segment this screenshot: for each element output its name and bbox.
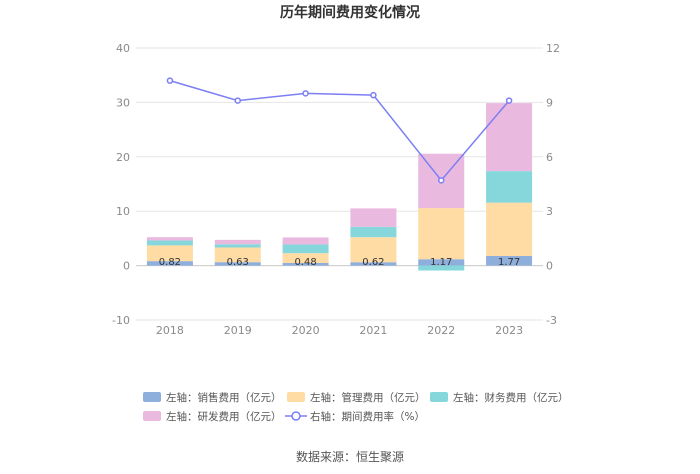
bar-segment-2 xyxy=(146,245,193,262)
data-label: 0.62 xyxy=(362,257,384,268)
x-tick-label: 2022 xyxy=(427,324,455,337)
grid-lines xyxy=(136,47,543,321)
bar-segment-1 xyxy=(486,255,533,266)
left-axis: -10 0 10 20 30 40 xyxy=(112,42,130,327)
bar-segment-2 xyxy=(486,202,533,256)
right-tick-label: 9 xyxy=(546,96,553,109)
bar-segment-3 xyxy=(486,171,533,203)
rate-point xyxy=(438,177,445,184)
data-labels: 0.82 0.63 0.48 0.62 1.17 1.77 xyxy=(159,257,520,268)
x-tick-label: 2019 xyxy=(224,324,252,337)
chart-title: 历年期间费用变化情况 xyxy=(280,4,420,21)
bar-segment-4 xyxy=(146,237,193,241)
rate-line-path xyxy=(169,79,510,182)
legend-swatch xyxy=(430,392,448,402)
rate-point xyxy=(505,97,513,104)
bar-segment-3 xyxy=(350,226,397,238)
data-label: 1.77 xyxy=(498,257,520,268)
rate-point xyxy=(302,90,309,97)
bar-segment-1 xyxy=(418,259,465,266)
right-tick-label: -3 xyxy=(546,314,557,327)
rate-point xyxy=(234,97,241,104)
bar-segment-3 xyxy=(418,265,465,271)
data-label: 0.63 xyxy=(227,257,249,268)
rate-point xyxy=(166,77,174,84)
legend-label: 左轴：管理费用（亿元） xyxy=(310,391,426,404)
bar-segment-1 xyxy=(214,262,261,266)
bar-segment-1 xyxy=(146,261,193,266)
rate-point xyxy=(370,91,377,99)
x-tick-label: 2023 xyxy=(495,324,523,337)
legend-swatch xyxy=(143,411,161,421)
legend-label: 右轴：期间费用率（%） xyxy=(310,410,425,423)
left-tick-label: 40 xyxy=(116,42,130,55)
legend-label: 左轴：财务费用（亿元） xyxy=(453,391,569,404)
data-label: 1.17 xyxy=(430,257,452,268)
legend-label: 左轴：研发费用（亿元） xyxy=(166,410,282,423)
bar-segment-4 xyxy=(214,239,261,245)
source-note: 数据来源：恒生聚源 xyxy=(296,449,404,464)
legend-marker xyxy=(291,411,301,421)
x-tick-label: 2021 xyxy=(359,324,387,337)
rate-line xyxy=(166,77,513,184)
right-tick-label: 6 xyxy=(546,151,553,164)
x-axis: 2018 2019 2020 2021 2022 2023 xyxy=(156,324,523,337)
x-tick-label: 2018 xyxy=(156,324,184,337)
left-tick-label: 20 xyxy=(116,151,130,164)
bar-segment-4 xyxy=(350,208,397,227)
bars xyxy=(146,103,533,271)
right-tick-label: 12 xyxy=(546,42,560,55)
bar-segment-2 xyxy=(418,208,465,260)
bar-segment-1 xyxy=(282,262,329,266)
legend-label: 左轴：销售费用（亿元） xyxy=(166,391,282,404)
bar-segment-4 xyxy=(486,103,533,172)
left-tick-label: -10 xyxy=(112,314,130,327)
bar-segment-3 xyxy=(282,244,329,254)
data-label: 0.82 xyxy=(159,257,181,268)
legend-swatch xyxy=(287,392,305,402)
bar-segment-2 xyxy=(282,253,329,263)
bar-segment-4 xyxy=(282,237,329,245)
bar-segment-1 xyxy=(350,262,397,266)
left-tick-label: 30 xyxy=(116,96,130,109)
right-axis: -3 0 3 6 9 12 xyxy=(546,42,560,327)
data-label: 0.48 xyxy=(294,257,316,268)
x-tick-label: 2020 xyxy=(292,324,320,337)
legend-swatch xyxy=(143,392,161,402)
bar-segment-3 xyxy=(146,240,193,246)
bar-segment-2 xyxy=(214,247,261,263)
bar-segment-3 xyxy=(214,244,261,248)
left-tick-label: 10 xyxy=(116,205,130,218)
right-tick-label: 0 xyxy=(546,260,553,273)
legend: 左轴：销售费用（亿元） 左轴：管理费用（亿元） 左轴：财务费用（亿元） 左轴：研发费用… xyxy=(143,391,569,423)
left-tick-label: 0 xyxy=(123,260,130,273)
bar-segment-2 xyxy=(350,237,397,263)
right-tick-label: 3 xyxy=(546,205,553,218)
